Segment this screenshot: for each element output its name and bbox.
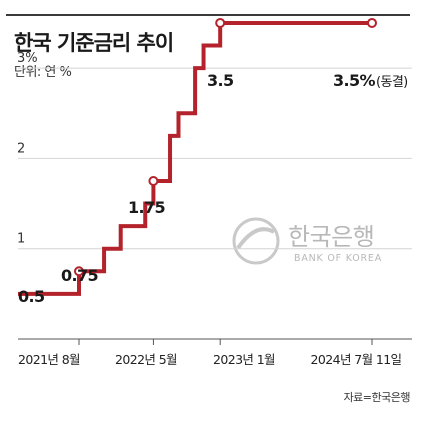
- y-tick-label: 1: [17, 232, 25, 247]
- bank-of-korea-watermark: 한국은행 BANK OF KOREA: [232, 217, 382, 265]
- data-point: [148, 175, 159, 186]
- data-label: 3.5%(동결): [333, 71, 408, 90]
- source-note: 자료=한국은행: [343, 391, 411, 404]
- x-tick-label: 2023년 1월: [213, 352, 275, 367]
- watermark-subtitle: BANK OF KOREA: [294, 253, 382, 264]
- x-tick-label: 2022년 5월: [115, 352, 177, 367]
- data-label: 1.75: [128, 198, 166, 217]
- y-axis-ticks: 1 2 3%: [17, 51, 38, 247]
- x-tick-label: 2024년 7월 11일: [311, 352, 402, 367]
- data-point: [74, 266, 84, 277]
- data-label: 3.5: [207, 71, 234, 90]
- data-point: [215, 17, 226, 28]
- data-label: 0.75: [61, 266, 99, 285]
- watermark-name: 한국은행: [288, 223, 374, 251]
- top-rule: [6, 14, 410, 16]
- watermark-logo-swirl-icon: [236, 227, 275, 250]
- data-labels: 0.5 0.75 1.75 3.5 3.5%(동결): [18, 71, 408, 306]
- series-line: [18, 20, 372, 296]
- y-tick-label: 2: [17, 141, 25, 156]
- data-point: [367, 17, 377, 28]
- data-label: 0.5: [18, 287, 45, 306]
- chart-title: 한국 기준금리 추이: [14, 31, 174, 55]
- x-axis-ticks: 2021년 8월 2022년 5월 2023년 1월 2024년 7월 11일: [18, 339, 402, 367]
- x-tick-label: 2021년 8월: [18, 352, 80, 367]
- watermark-logo-icon: [232, 217, 280, 265]
- grid-lines: [18, 67, 412, 250]
- data-label-note: (동결): [376, 75, 408, 90]
- unit-label: 단위: 연 %: [14, 65, 72, 80]
- data-markers: [74, 17, 377, 277]
- y-tick-label: 3%: [17, 51, 38, 66]
